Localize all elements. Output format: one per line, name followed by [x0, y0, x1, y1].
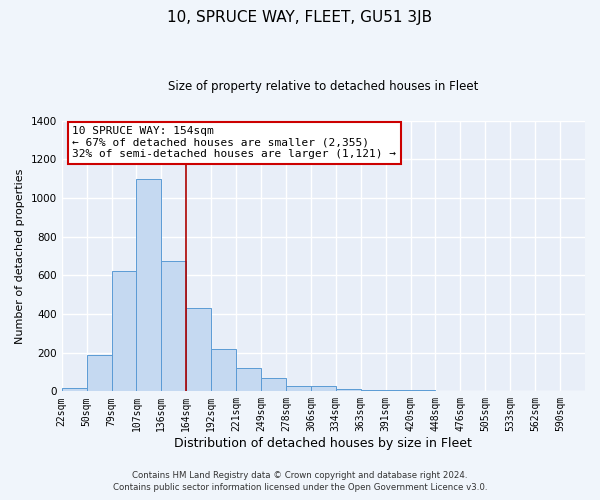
Text: Contains HM Land Registry data © Crown copyright and database right 2024.
Contai: Contains HM Land Registry data © Crown c…	[113, 471, 487, 492]
Bar	[286, 386, 311, 392]
Bar	[136, 178, 161, 392]
Bar	[86, 354, 112, 392]
Bar	[211, 349, 236, 392]
Bar	[336, 390, 361, 392]
Text: 10, SPRUCE WAY, FLEET, GU51 3JB: 10, SPRUCE WAY, FLEET, GU51 3JB	[167, 10, 433, 25]
X-axis label: Distribution of detached houses by size in Fleet: Distribution of detached houses by size …	[175, 437, 472, 450]
Bar	[112, 272, 136, 392]
Bar	[261, 378, 286, 392]
Bar	[161, 261, 186, 392]
Title: Size of property relative to detached houses in Fleet: Size of property relative to detached ho…	[168, 80, 479, 93]
Bar	[386, 390, 410, 392]
Bar	[361, 390, 386, 392]
Bar	[410, 390, 436, 392]
Bar	[62, 388, 86, 392]
Text: 10 SPRUCE WAY: 154sqm
← 67% of detached houses are smaller (2,355)
32% of semi-d: 10 SPRUCE WAY: 154sqm ← 67% of detached …	[72, 126, 396, 159]
Bar	[236, 368, 261, 392]
Bar	[311, 386, 336, 392]
Y-axis label: Number of detached properties: Number of detached properties	[15, 168, 25, 344]
Bar	[186, 308, 211, 392]
